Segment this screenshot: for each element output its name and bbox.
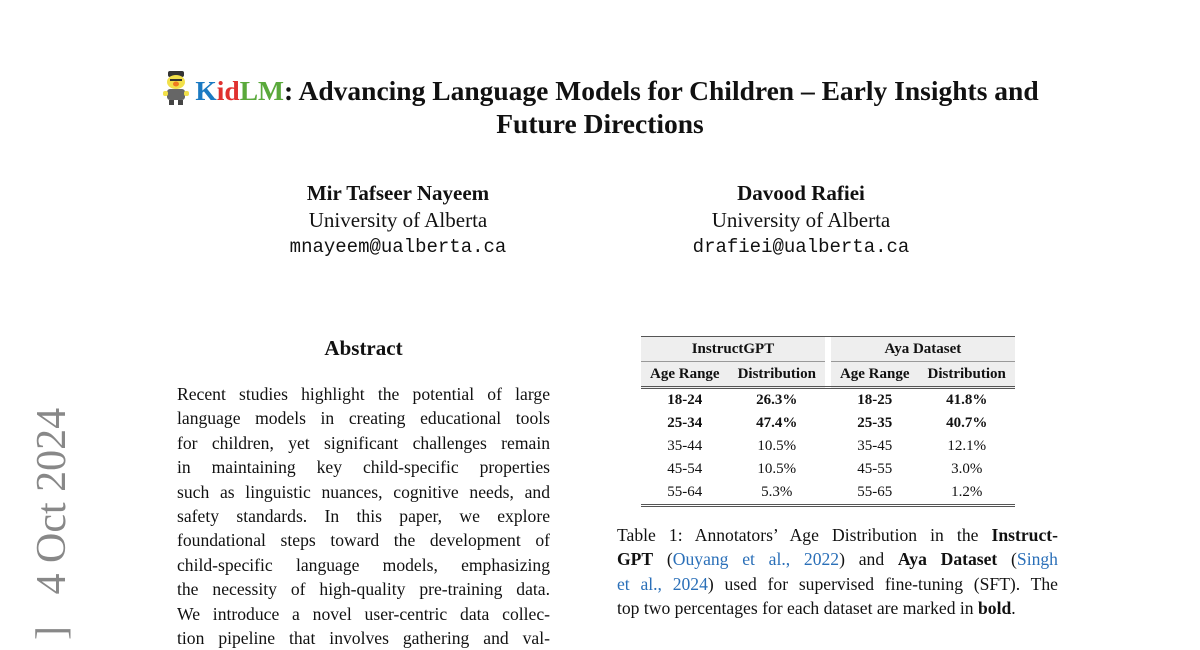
paper-title: KidLM: Advancing Language Models for Chi… bbox=[100, 70, 1100, 140]
abstract-body: Recent studies highlight the potential o… bbox=[177, 382, 550, 650]
abstract-line: foundational steps toward the developmen… bbox=[177, 530, 550, 551]
abstract-line: language models in creating educational … bbox=[177, 408, 550, 429]
table-row: 18-24 26.3% 18-25 41.8% bbox=[641, 387, 1015, 412]
table-cell: 25-34 bbox=[667, 415, 703, 431]
citation-link[interactable]: Ouyang et al., 2022 bbox=[672, 549, 840, 570]
table-cell: 10.5% bbox=[757, 438, 797, 454]
table-cell: 35-44 bbox=[667, 438, 703, 454]
abstract-line: tion pipeline that involves gathering an… bbox=[177, 628, 550, 649]
table-cell: 45-54 bbox=[667, 461, 703, 477]
abstract-line: child-specific language models, emphasiz… bbox=[177, 554, 550, 575]
table-cell: 41.8% bbox=[946, 392, 988, 408]
table-cell: 18-24 bbox=[667, 392, 703, 408]
kidlm-mascot-logo bbox=[163, 71, 190, 105]
table-cell: 18-25 bbox=[857, 392, 893, 408]
table-cell: 55-64 bbox=[667, 484, 703, 500]
table-cell: 40.7% bbox=[946, 415, 988, 431]
table-cell: 26.3% bbox=[756, 392, 798, 408]
table-row: 45-54 10.5% 45-55 3.0% bbox=[641, 458, 1015, 481]
table-row: 55-64 5.3% 55-65 1.2% bbox=[641, 481, 1015, 506]
abstract-line: the necessity of high-quality pre-traini… bbox=[177, 579, 550, 600]
abstract-line: for children, yet significant challenges… bbox=[177, 432, 550, 453]
abstract-line: such as linguistic nuances, cognitive ne… bbox=[177, 481, 550, 502]
table-cell: 3.0% bbox=[951, 461, 983, 477]
table-cell: 55-65 bbox=[857, 484, 893, 500]
abstract-heading: Abstract bbox=[324, 336, 403, 360]
table-cell: 5.3% bbox=[761, 484, 793, 500]
citation-link[interactable]: et al., 2024 bbox=[617, 573, 708, 594]
table-cell: 12.1% bbox=[947, 438, 987, 454]
table-row: 25-34 47.4% 25-35 40.7% bbox=[641, 412, 1015, 435]
abstract-line: Recent studies highlight the potential o… bbox=[177, 384, 550, 404]
abstract-line: safety standards. In this paper, we expl… bbox=[177, 506, 550, 527]
table-cell: 35-45 bbox=[857, 438, 893, 454]
table-cell: 45-55 bbox=[857, 461, 893, 477]
author-2: Davood Rafiei University of Alberta draf… bbox=[692, 181, 910, 258]
table-caption: Table 1: Annotators’ Age Distribution in… bbox=[617, 525, 1058, 619]
abstract-line: in maintaining key child-specific proper… bbox=[177, 457, 550, 478]
arxiv-stamp: ] 4 Oct 2024 bbox=[29, 407, 75, 640]
table-cell: 10.5% bbox=[757, 461, 797, 477]
table-cell: 25-35 bbox=[857, 415, 893, 431]
abstract-line: We introduce a novel user-centric data c… bbox=[177, 603, 550, 624]
author-1: Mir Tafseer Nayeem University of Alberta… bbox=[289, 181, 507, 258]
table-row: 35-44 10.5% 35-45 12.1% bbox=[641, 435, 1015, 458]
age-distribution-table: InstructGPT Aya Dataset Age Range Distri… bbox=[641, 336, 1015, 507]
citation-link[interactable]: Singh bbox=[1016, 549, 1058, 570]
table-cell: 1.2% bbox=[951, 484, 983, 500]
table-cell: 47.4% bbox=[756, 415, 798, 431]
